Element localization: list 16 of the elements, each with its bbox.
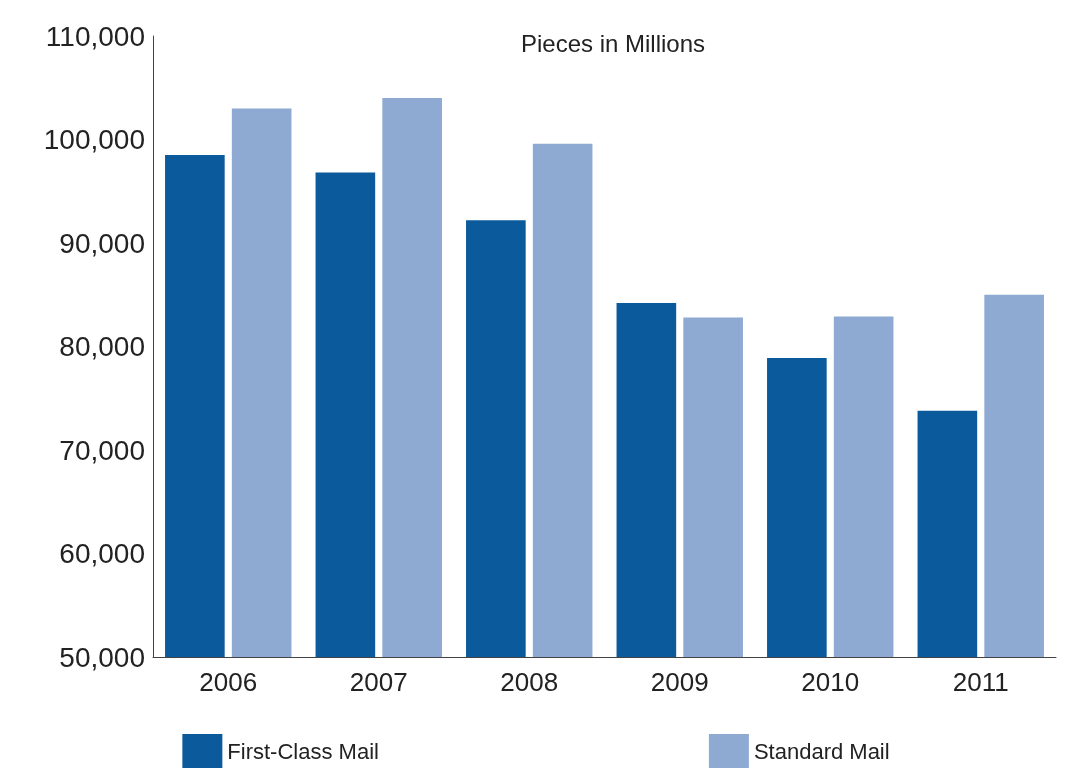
y-tick-label: 50,000 (59, 641, 145, 673)
legend-label: Standard Mail (753, 738, 890, 764)
x-tick-label: 2011 (952, 667, 1009, 697)
y-tick-label: 90,000 (59, 227, 145, 259)
y-tick-label: 70,000 (59, 434, 145, 466)
x-tick-label: 2007 (349, 667, 408, 697)
legend-label: First-Class Mail (227, 738, 379, 764)
x-tick-label: 2008 (500, 667, 559, 697)
y-tick-label: 100,000 (43, 124, 145, 155)
x-tick-label: 2006 (199, 667, 258, 697)
chart-title: Pieces in Millions (520, 29, 706, 57)
y-tick-label: 80,000 (59, 331, 145, 362)
x-tick-label: 2010 (801, 667, 860, 697)
x-tick-label: 2009 (650, 667, 709, 697)
y-tick-label: 110,000 (45, 20, 145, 52)
y-tick-label: 60,000 (59, 538, 145, 569)
